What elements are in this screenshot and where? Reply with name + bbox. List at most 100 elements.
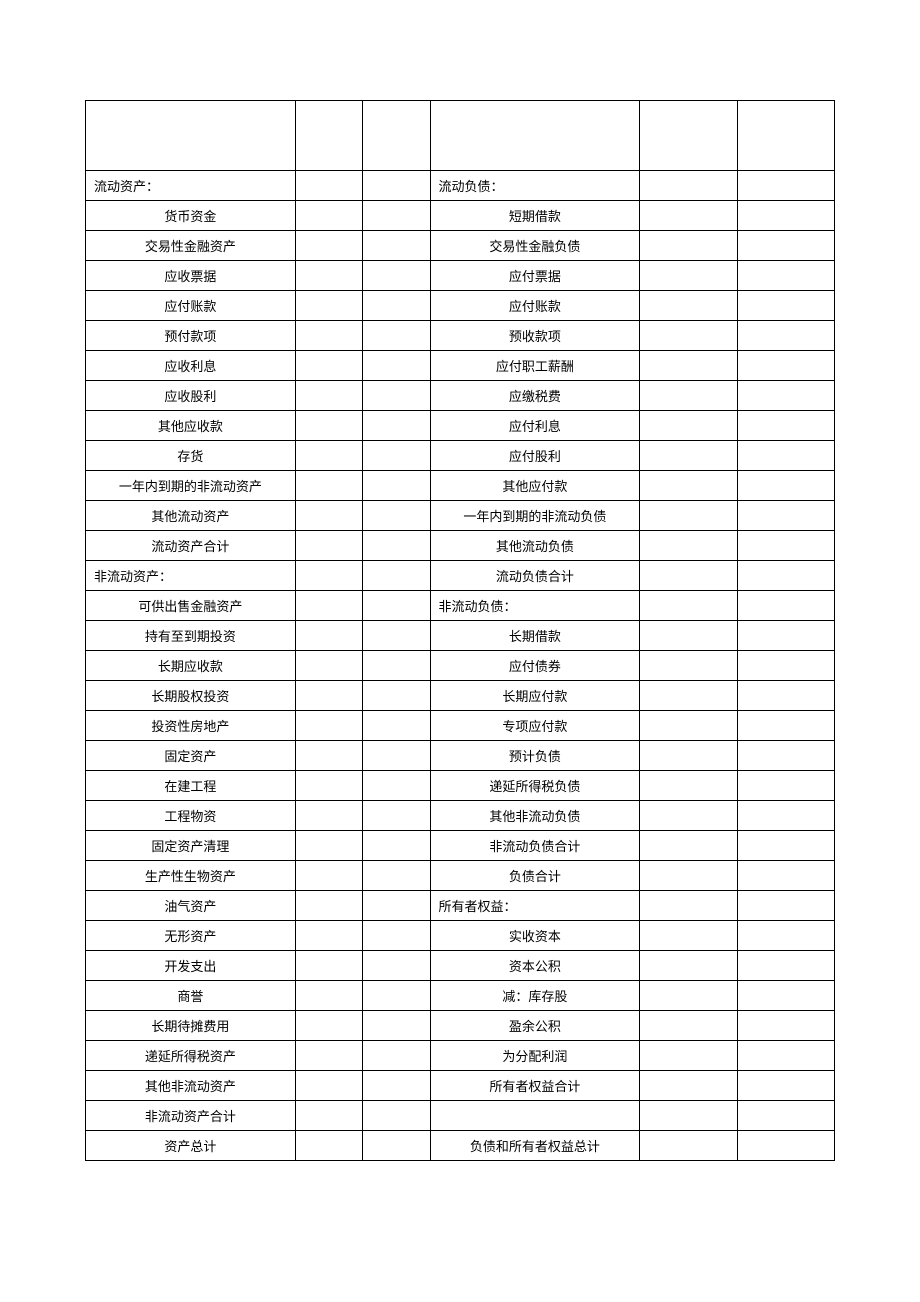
liability-label-cell: 预收款项	[430, 321, 640, 351]
asset-value-cell-2	[363, 951, 430, 981]
asset-label-cell: 预付款项	[86, 321, 296, 351]
liability-value-cell-1	[640, 981, 737, 1011]
liability-value-cell-2	[737, 231, 834, 261]
table-row: 生产性生物资产负债合计	[86, 861, 835, 891]
liability-label-cell: 专项应付款	[430, 711, 640, 741]
liability-value-cell-1	[640, 231, 737, 261]
liability-value-cell-2	[737, 831, 834, 861]
table-row: 应收票据应付票据	[86, 261, 835, 291]
liability-value-cell-2	[737, 741, 834, 771]
asset-value-cell-2	[363, 531, 430, 561]
asset-value-cell-1	[295, 591, 362, 621]
asset-label-cell: 一年内到期的非流动资产	[86, 471, 296, 501]
table-row: 非流动资产：流动负债合计	[86, 561, 835, 591]
liability-value-cell-2	[737, 561, 834, 591]
asset-value-cell-1	[295, 381, 362, 411]
liability-label-cell	[430, 1101, 640, 1131]
liability-label-cell: 盈余公积	[430, 1011, 640, 1041]
liability-label-cell: 短期借款	[430, 201, 640, 231]
liability-label-cell: 应付债券	[430, 651, 640, 681]
asset-value-cell-1	[295, 891, 362, 921]
liability-value-cell-2	[737, 411, 834, 441]
asset-value-cell-2	[363, 681, 430, 711]
asset-value-cell-1	[295, 291, 362, 321]
table-row: 长期应收款应付债券	[86, 651, 835, 681]
asset-value-cell-2	[363, 831, 430, 861]
liability-label-cell: 应付股利	[430, 441, 640, 471]
asset-value-cell-1	[295, 321, 362, 351]
liability-value-cell-1	[640, 471, 737, 501]
table-row: 交易性金融资产交易性金融负债	[86, 231, 835, 261]
table-row: 一年内到期的非流动资产其他应付款	[86, 471, 835, 501]
asset-value-cell-2	[363, 101, 430, 171]
liability-value-cell-2	[737, 951, 834, 981]
asset-value-cell-2	[363, 261, 430, 291]
liability-value-cell-2	[737, 471, 834, 501]
table-row: 可供出售金融资产非流动负债：	[86, 591, 835, 621]
liability-value-cell-2	[737, 381, 834, 411]
asset-label-cell: 其他非流动资产	[86, 1071, 296, 1101]
asset-value-cell-2	[363, 381, 430, 411]
asset-value-cell-1	[295, 921, 362, 951]
asset-value-cell-2	[363, 711, 430, 741]
asset-value-cell-2	[363, 501, 430, 531]
asset-value-cell-1	[295, 711, 362, 741]
liability-label-cell: 递延所得税负债	[430, 771, 640, 801]
liability-value-cell-2	[737, 501, 834, 531]
table-row: 预付款项 预收款项	[86, 321, 835, 351]
asset-value-cell-1	[295, 801, 362, 831]
asset-value-cell-2	[363, 201, 430, 231]
liability-value-cell-1	[640, 531, 737, 561]
liability-value-cell-2	[737, 981, 834, 1011]
asset-value-cell-2	[363, 651, 430, 681]
asset-value-cell-1	[295, 171, 362, 201]
table-row: 递延所得税资产为分配利润	[86, 1041, 835, 1071]
table-row: 固定资产预计负债	[86, 741, 835, 771]
liability-value-cell-1	[640, 1071, 737, 1101]
liability-value-cell-1	[640, 351, 737, 381]
asset-value-cell-1	[295, 831, 362, 861]
asset-label-cell: 其他应收款	[86, 411, 296, 441]
liability-value-cell-1	[640, 651, 737, 681]
asset-value-cell-1	[295, 681, 362, 711]
asset-label-cell: 可供出售金融资产	[86, 591, 296, 621]
liability-value-cell-1	[640, 801, 737, 831]
liability-label-cell: 其他非流动负债	[430, 801, 640, 831]
asset-value-cell-2	[363, 1131, 430, 1161]
liability-value-cell-2	[737, 621, 834, 651]
balance-sheet-table: 流动资产：流动负债：货币资金短期借款交易性金融资产交易性金融负债应收票据应付票据…	[85, 100, 835, 1161]
liability-value-cell-1	[640, 321, 737, 351]
asset-label-cell: 固定资产	[86, 741, 296, 771]
asset-label-cell: 递延所得税资产	[86, 1041, 296, 1071]
asset-label-cell: 工程物资	[86, 801, 296, 831]
asset-value-cell-2	[363, 1041, 430, 1071]
asset-value-cell-1	[295, 861, 362, 891]
liability-value-cell-1	[640, 921, 737, 951]
asset-value-cell-2	[363, 471, 430, 501]
table-row: 其他应收款 应付利息	[86, 411, 835, 441]
asset-value-cell-2	[363, 921, 430, 951]
liability-value-cell-1	[640, 951, 737, 981]
asset-label-cell: 商誉	[86, 981, 296, 1011]
asset-value-cell-2	[363, 351, 430, 381]
asset-value-cell-1	[295, 441, 362, 471]
liability-value-cell-2	[737, 891, 834, 921]
liability-value-cell-2	[737, 1041, 834, 1071]
liability-value-cell-2	[737, 711, 834, 741]
table-row: 其他流动资产一年内到期的非流动负债	[86, 501, 835, 531]
liability-label-cell: 其他流动负债	[430, 531, 640, 561]
liability-label-cell: 应付利息	[430, 411, 640, 441]
liability-value-cell-1	[640, 681, 737, 711]
table-row: 资产总计负债和所有者权益总计	[86, 1131, 835, 1161]
liability-value-cell-2	[737, 101, 834, 171]
table-row: 投资性房地产 专项应付款	[86, 711, 835, 741]
asset-label-cell: 交易性金融资产	[86, 231, 296, 261]
asset-label-cell: 投资性房地产	[86, 711, 296, 741]
table-row: 商誉减：库存股	[86, 981, 835, 1011]
table-row: 应收股利应缴税费	[86, 381, 835, 411]
liability-value-cell-1	[640, 891, 737, 921]
liability-value-cell-1	[640, 1011, 737, 1041]
asset-label-cell: 持有至到期投资	[86, 621, 296, 651]
asset-value-cell-1	[295, 651, 362, 681]
asset-label-cell: 应收票据	[86, 261, 296, 291]
